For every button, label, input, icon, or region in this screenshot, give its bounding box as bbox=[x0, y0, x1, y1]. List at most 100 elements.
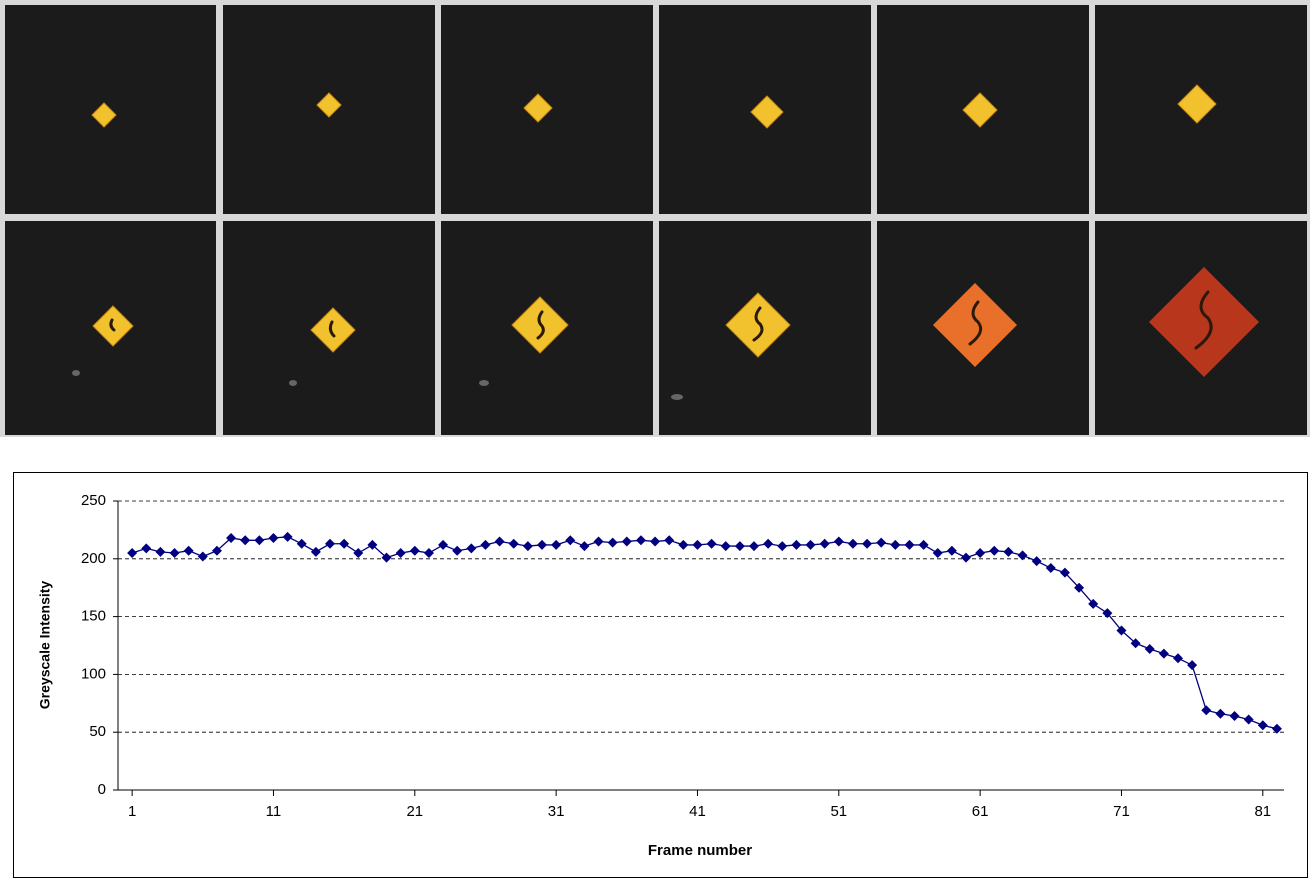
y-tick-label: 250 bbox=[81, 492, 106, 509]
data-point bbox=[904, 539, 915, 550]
data-point bbox=[1158, 648, 1169, 659]
data-point bbox=[254, 535, 265, 546]
data-point bbox=[155, 546, 166, 557]
data-point bbox=[240, 535, 251, 546]
data-point bbox=[183, 545, 194, 556]
data-point bbox=[989, 545, 1000, 556]
data-point bbox=[890, 539, 901, 550]
data-point bbox=[1102, 608, 1113, 619]
data-point bbox=[593, 536, 604, 547]
data-point bbox=[1243, 714, 1254, 725]
data-point bbox=[706, 538, 717, 549]
data-point bbox=[494, 536, 505, 547]
data-point bbox=[537, 539, 547, 550]
data-point bbox=[791, 539, 802, 550]
data-point bbox=[1017, 550, 1028, 561]
data-point bbox=[847, 538, 858, 549]
data-point bbox=[367, 539, 378, 550]
data-point bbox=[918, 539, 929, 550]
data-point bbox=[169, 548, 180, 559]
data-point bbox=[268, 532, 279, 543]
data-point bbox=[452, 545, 463, 556]
data-point bbox=[1088, 598, 1099, 609]
x-tick-label: 41 bbox=[689, 803, 706, 820]
data-point bbox=[226, 532, 237, 543]
data-point bbox=[833, 536, 844, 547]
data-point bbox=[734, 541, 745, 552]
data-point bbox=[946, 545, 957, 556]
data-point bbox=[1257, 720, 1268, 731]
data-point bbox=[763, 538, 774, 549]
data-point bbox=[423, 548, 434, 559]
data-point bbox=[565, 535, 576, 546]
data-line bbox=[131, 536, 1278, 730]
y-tick-label: 50 bbox=[89, 723, 106, 740]
x-axis-label: Frame number bbox=[648, 842, 752, 859]
data-point bbox=[819, 538, 830, 549]
data-point bbox=[975, 548, 986, 559]
x-tick-label: 81 bbox=[1254, 803, 1271, 820]
data-point bbox=[282, 531, 293, 542]
data-point bbox=[1045, 563, 1056, 574]
y-axis-label: Greyscale Intensity bbox=[37, 581, 53, 710]
data-point bbox=[353, 548, 364, 559]
data-point bbox=[522, 541, 533, 552]
data-point bbox=[579, 541, 590, 552]
data-point bbox=[1003, 546, 1014, 557]
y-tick-label: 100 bbox=[81, 665, 106, 682]
data-point bbox=[395, 548, 406, 559]
x-tick-label: 51 bbox=[830, 803, 847, 820]
data-point bbox=[961, 552, 971, 563]
data-point bbox=[197, 551, 208, 562]
y-tick-label: 200 bbox=[81, 550, 106, 567]
data-point bbox=[1130, 638, 1141, 649]
data-point bbox=[1031, 556, 1042, 567]
data-point bbox=[339, 538, 350, 549]
data-point bbox=[480, 539, 491, 550]
data-point bbox=[381, 552, 392, 563]
data-point bbox=[325, 538, 335, 549]
x-tick-label: 61 bbox=[972, 803, 989, 820]
data-point bbox=[1215, 708, 1226, 719]
data-point bbox=[720, 541, 731, 552]
data-point bbox=[635, 535, 646, 546]
data-point bbox=[211, 545, 222, 556]
x-tick-label: 1 bbox=[128, 803, 136, 820]
chart-frame bbox=[13, 472, 1308, 878]
data-point bbox=[551, 539, 562, 550]
data-point bbox=[508, 538, 519, 549]
data-point bbox=[664, 535, 675, 546]
data-point bbox=[1144, 643, 1155, 654]
data-point bbox=[1229, 711, 1240, 722]
data-point bbox=[621, 536, 632, 547]
data-point bbox=[141, 543, 152, 554]
x-tick-label: 71 bbox=[1113, 803, 1130, 820]
data-point bbox=[862, 538, 873, 549]
frame-strip bbox=[0, 0, 1310, 437]
data-point bbox=[1201, 705, 1212, 716]
data-point bbox=[310, 546, 321, 557]
y-tick-label: 0 bbox=[98, 781, 106, 798]
data-point bbox=[876, 537, 887, 548]
data-point bbox=[296, 538, 307, 549]
data-point bbox=[1116, 625, 1127, 636]
data-point bbox=[805, 539, 816, 550]
data-point bbox=[466, 543, 477, 554]
data-point bbox=[1187, 660, 1198, 671]
strip-background bbox=[0, 0, 1310, 437]
x-tick-label: 11 bbox=[266, 803, 282, 820]
data-point bbox=[678, 539, 689, 550]
data-point bbox=[607, 537, 618, 548]
data-point bbox=[749, 541, 759, 552]
data-point bbox=[1074, 582, 1085, 593]
data-point bbox=[438, 539, 449, 550]
data-point bbox=[1271, 723, 1282, 734]
data-point bbox=[777, 541, 788, 552]
data-point bbox=[409, 545, 420, 556]
data-point bbox=[932, 548, 943, 559]
data-point bbox=[692, 539, 703, 550]
data-point bbox=[650, 536, 661, 547]
y-tick-label: 150 bbox=[81, 608, 106, 625]
data-point bbox=[1173, 653, 1183, 664]
